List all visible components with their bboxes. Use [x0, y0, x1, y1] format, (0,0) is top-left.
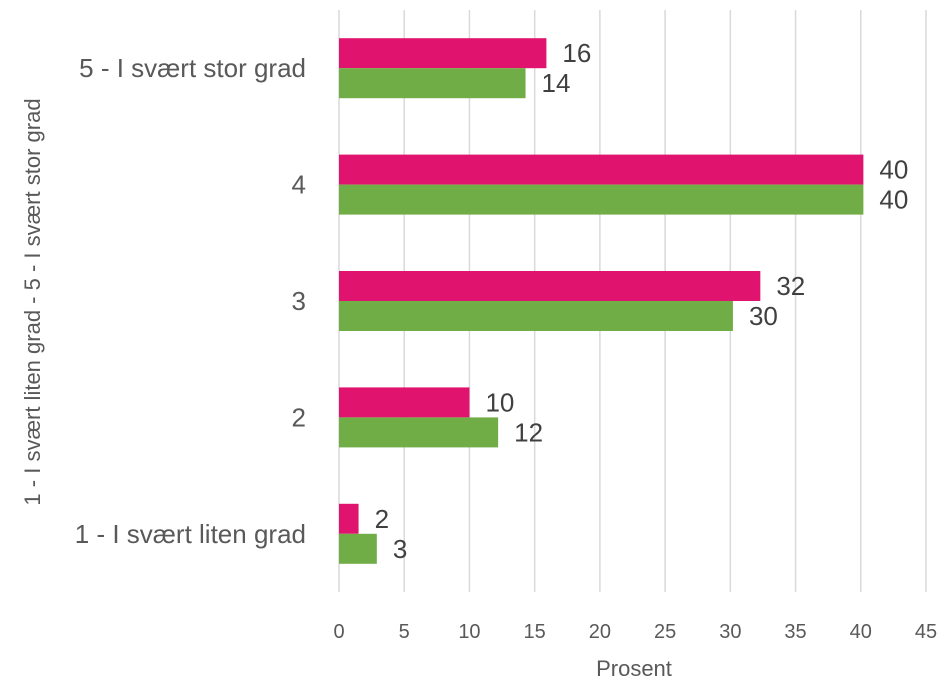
x-tick-label: 40 — [850, 621, 872, 643]
x-tick-label: 35 — [784, 621, 806, 643]
bar — [339, 503, 359, 534]
bar — [339, 301, 733, 331]
data-label: 40 — [879, 155, 908, 185]
bar — [339, 68, 526, 99]
bar — [339, 417, 499, 448]
x-tick-labels: 0 5 10 15 20 25 30 35 40 45 — [333, 621, 937, 643]
category-label: 1 - I svært liten grad — [75, 519, 306, 549]
x-tick-label: 45 — [915, 621, 937, 643]
data-label: 40 — [879, 185, 908, 215]
bar — [339, 38, 547, 69]
data-label: 14 — [542, 68, 571, 98]
x-tick-label: 15 — [524, 621, 546, 643]
category-labels: 1 - I svært liten grad 2 3 4 5 - I svært sto… — [75, 53, 306, 549]
data-label: 3 — [393, 534, 407, 564]
data-label: 12 — [514, 417, 543, 447]
bar — [339, 271, 761, 301]
category-label: 2 — [292, 402, 306, 432]
data-label: 32 — [776, 271, 805, 301]
data-label: 2 — [375, 504, 389, 534]
bar — [339, 154, 864, 185]
x-tick-label: 0 — [333, 621, 344, 643]
bar — [339, 184, 864, 215]
category-label: 4 — [292, 170, 306, 200]
x-tick-label: 25 — [654, 621, 676, 643]
category-label: 5 - I svært stor grad — [79, 53, 306, 83]
x-tick-label: 5 — [399, 621, 410, 643]
data-label: 16 — [562, 38, 591, 68]
x-axis-title: Prosent — [596, 656, 672, 681]
category-label: 3 — [292, 286, 306, 316]
bar — [339, 533, 377, 564]
bars — [339, 38, 864, 564]
y-axis-title: 1 - I svært liten grad - 5 - I svært sto… — [20, 98, 45, 505]
x-tick-label: 20 — [589, 621, 611, 643]
data-label: 10 — [485, 387, 514, 417]
x-tick-label: 10 — [458, 621, 480, 643]
data-label: 30 — [749, 301, 778, 331]
x-tick-label: 30 — [719, 621, 741, 643]
bar — [339, 387, 470, 418]
